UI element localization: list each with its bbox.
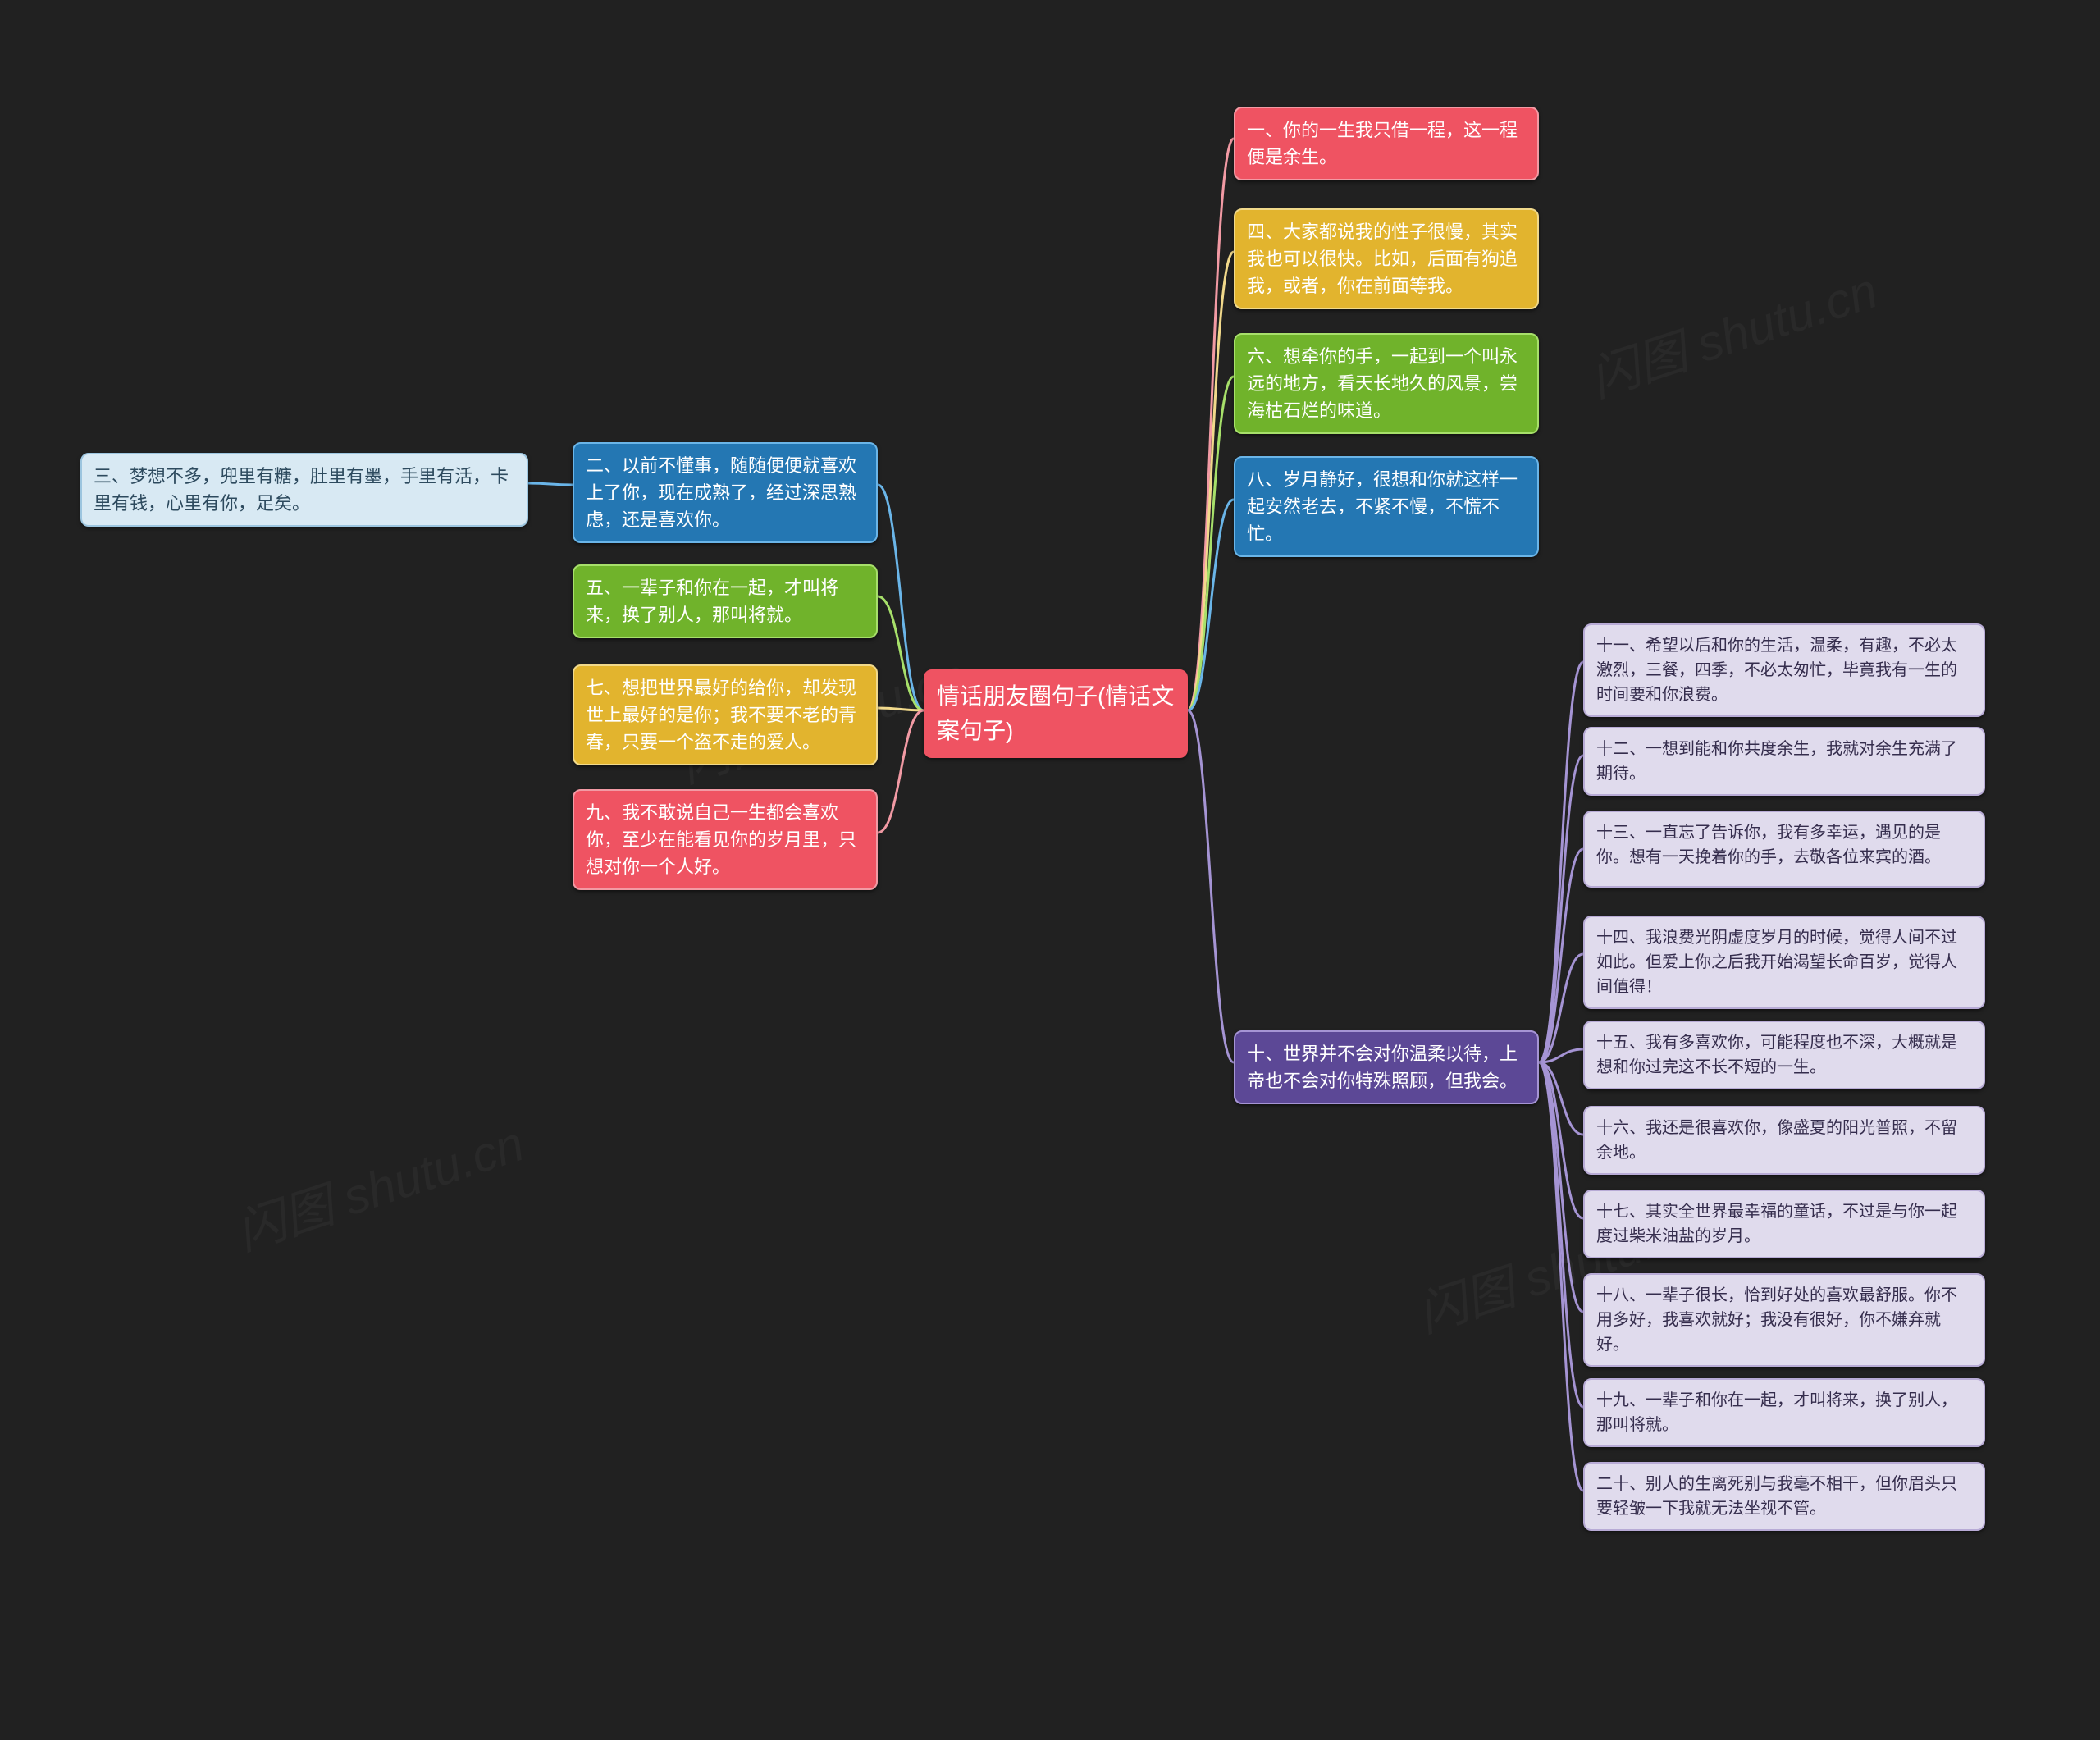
node-n13[interactable]: 十三、一直忘了告诉你，我有多幸运，遇见的是你。想有一天挽着你的手，去敬各位来宾的…: [1583, 811, 1985, 888]
node-n8[interactable]: 八、岁月静好，很想和你就这样一起安然老去，不紧不慢，不慌不忙。: [1234, 456, 1539, 557]
node-n6[interactable]: 六、想牵你的手，一起到一个叫永远的地方，看天长地久的风景，尝海枯石烂的味道。: [1234, 333, 1539, 434]
watermark: 闪图 shutu.cn: [226, 1104, 532, 1264]
node-n18[interactable]: 十八、一辈子很长，恰到好处的喜欢最舒服。你不用多好，我喜欢就好；我没有很好，你不…: [1583, 1273, 1985, 1367]
node-n2[interactable]: 二、以前不懂事，随随便便就喜欢上了你，现在成熟了，经过深思熟虑，还是喜欢你。: [573, 442, 878, 543]
watermark: 闪图 shutu.cn: [1579, 251, 1885, 411]
node-n7[interactable]: 七、想把世界最好的给你，却发现世上最好的是你；我不要不老的青春，只要一个盗不走的…: [573, 664, 878, 765]
node-n14[interactable]: 十四、我浪费光阴虚度岁月的时候，觉得人间不过如此。但爱上你之后我开始渴望长命百岁…: [1583, 916, 1985, 1009]
node-n3[interactable]: 三、梦想不多，兜里有糖，肚里有墨，手里有活，卡里有钱，心里有你，足矣。: [80, 453, 528, 527]
root-node[interactable]: 情话朋友圈句子(情话文案句子): [924, 669, 1188, 758]
node-n15[interactable]: 十五、我有多喜欢你，可能程度也不深，大概就是想和你过完这不长不短的一生。: [1583, 1021, 1985, 1089]
node-n19[interactable]: 十九、一辈子和你在一起，才叫将来，换了别人，那叫将就。: [1583, 1378, 1985, 1447]
node-n11[interactable]: 十一、希望以后和你的生活，温柔，有趣，不必太激烈，三餐，四季，不必太匆忙，毕竟我…: [1583, 623, 1985, 717]
node-n4[interactable]: 四、大家都说我的性子很慢，其实我也可以很快。比如，后面有狗追我，或者，你在前面等…: [1234, 208, 1539, 309]
node-n10[interactable]: 十、世界并不会对你温柔以待，上帝也不会对你特殊照顾，但我会。: [1234, 1030, 1539, 1104]
node-n9[interactable]: 九、我不敢说自己一生都会喜欢你，至少在能看见你的岁月里，只想对你一个人好。: [573, 789, 878, 890]
node-n5[interactable]: 五、一辈子和你在一起，才叫将来，换了别人，那叫将就。: [573, 564, 878, 638]
node-n12[interactable]: 十二、一想到能和你共度余生，我就对余生充满了期待。: [1583, 727, 1985, 796]
node-n16[interactable]: 十六、我还是很喜欢你，像盛夏的阳光普照，不留余地。: [1583, 1106, 1985, 1175]
node-n1[interactable]: 一、你的一生我只借一程，这一程便是余生。: [1234, 107, 1539, 180]
node-n17[interactable]: 十七、其实全世界最幸福的童话，不过是与你一起度过柴米油盐的岁月。: [1583, 1190, 1985, 1258]
node-n20[interactable]: 二十、别人的生离死别与我毫不相干，但你眉头只要轻皱一下我就无法坐视不管。: [1583, 1462, 1985, 1531]
